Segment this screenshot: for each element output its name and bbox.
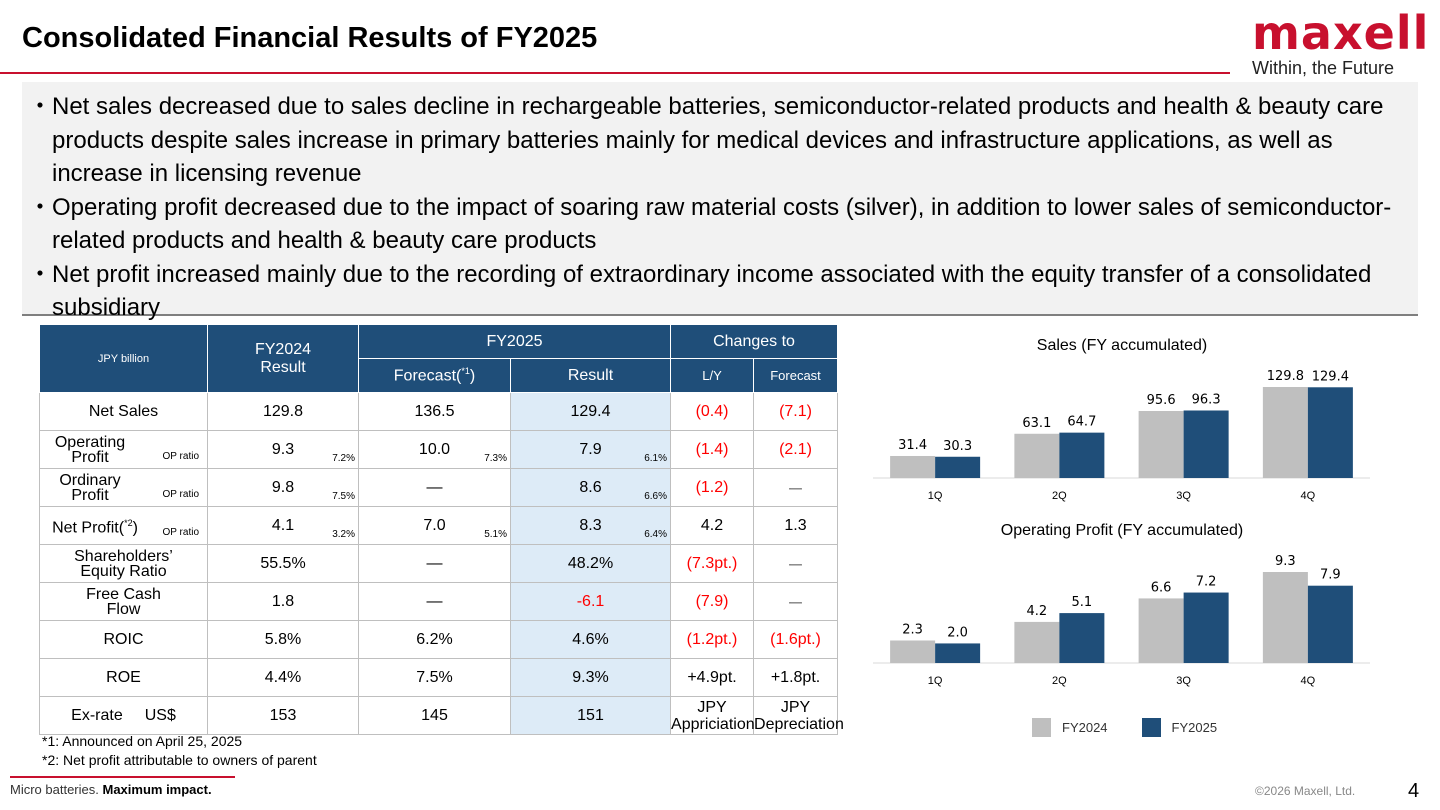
maxell-logo: maxell Within, the Future	[1252, 10, 1432, 80]
logo-wordmark: maxell	[1252, 6, 1430, 60]
data-label: 7.9	[1320, 568, 1341, 583]
table-row-ordinary-profit: Ordinary Profit OP ratio 9.8 7.5% — 8.6 6.6%…	[39, 468, 839, 507]
data-label: 30.3	[943, 439, 972, 454]
footer-tagline: Micro batteries. Maximum impact.	[10, 782, 212, 797]
table-row-equity-ratio: Shareholders’ Equity Ratio 55.5% — 48.2% …	[39, 544, 839, 583]
table-row-roic: ROIC 5.8% 6.2% 4.6% (1.2pt.) (1.6pt.)	[39, 620, 839, 659]
bar-fy2025-2q	[1059, 432, 1105, 478]
bar-fy2025-3q	[1183, 592, 1229, 663]
footnotes: *1: Announced on April 25, 2025 *2: Net …	[42, 732, 317, 770]
legend-item-fy2024: FY2024	[1032, 718, 1108, 737]
x-tick-label: 4Q	[1301, 490, 1316, 502]
logo-tagline: Within, the Future	[1252, 58, 1395, 78]
title-divider	[0, 72, 1230, 74]
fy2025-header: FY2025	[357, 324, 672, 359]
ly-header: L/Y	[670, 358, 755, 393]
legend-swatch	[1032, 718, 1051, 737]
footnote-1: *1: Announced on April 25, 2025	[42, 733, 243, 749]
bar-fy2024-4q	[1262, 572, 1308, 663]
chart-title: Operating Profit (FY accumulated)	[1001, 522, 1243, 539]
bar-fy2025-3q	[1183, 410, 1229, 478]
chart-legend: FY2024 FY2025	[1032, 718, 1251, 737]
result-header: Result	[509, 358, 672, 393]
bar-fy2024-2q	[1014, 433, 1060, 478]
data-label: 63.1	[1022, 416, 1051, 431]
footer-divider	[10, 776, 235, 778]
x-tick-label: 2Q	[1052, 675, 1067, 687]
bar-fy2025-2q	[1059, 613, 1105, 663]
x-tick-label: 4Q	[1301, 675, 1316, 687]
data-label: 5.1	[1072, 595, 1093, 610]
legend-swatch	[1141, 718, 1161, 737]
copyright: ©2026 Maxell, Ltd.	[1255, 784, 1356, 798]
bar-fy2025-1q	[935, 456, 981, 478]
summary-bullet: ・ Net sales decreased due to sales declin…	[28, 93, 1384, 187]
forecast-header: Forecast(*1)	[358, 358, 511, 393]
table-row-ex-rate: Ex-rate US$ 153 145 151 JPY Appriciation J…	[39, 696, 844, 735]
data-label: 2.3	[902, 622, 923, 637]
summary-box: ・ Net sales decreased due to sales declin…	[22, 82, 1418, 321]
x-tick-label: 3Q	[1176, 675, 1191, 687]
x-tick-label: 1Q	[928, 490, 943, 502]
bar-fy2024-3q	[1138, 598, 1184, 663]
x-tick-label: 3Q	[1176, 490, 1191, 502]
bar-fy2024-1q	[890, 640, 936, 663]
changes-header: Changes to	[670, 324, 839, 359]
chart-title: Sales (FY accumulated)	[1037, 337, 1207, 354]
data-label: 6.6	[1151, 580, 1172, 595]
data-label: 95.6	[1147, 393, 1176, 408]
table-row-roe: ROE 4.4% 7.5% 9.3% +4.9pt. +1.8pt.	[39, 658, 839, 697]
table-row-net-profit: Net Profit(*2) OP ratio 4.1 3.2% 7.0 5.1% 8…	[39, 506, 839, 545]
page-number: 4	[1408, 780, 1420, 802]
data-label: 64.7	[1067, 415, 1096, 430]
summary-bullet: ・ Net profit increased mainly due to the …	[28, 260, 1372, 322]
table-row-free-cash-flow: Free Cash Flow 1.8 — -6.1 (7.9) ー	[39, 582, 839, 621]
data-label: 7.2	[1196, 575, 1217, 590]
legend-item-fy2025: FY2025	[1141, 718, 1217, 737]
financial-results-table: JPY billion FY2024 Result FY2025 Changes …	[39, 324, 844, 735]
bar-fy2024-1q	[890, 455, 936, 478]
bar-fy2024-3q	[1138, 410, 1184, 478]
page-title: Consolidated Financial Results of FY2025	[22, 22, 598, 54]
summary-bullet: ・ Operating profit decreased due to the i…	[28, 193, 1392, 255]
bar-fy2024-2q	[1014, 621, 1060, 663]
vs-forecast-header: Forecast	[753, 358, 839, 393]
fy2024-header: FY2024 Result	[207, 324, 359, 393]
bar-fy2025-4q	[1307, 387, 1353, 478]
unit-header: JPY billion	[39, 324, 208, 393]
sales-chart: Sales (FY accumulated) 31.4 30.3 1Q 63.1 64.7…	[873, 337, 1370, 502]
table-row-net-sales: Net Sales 129.8 136.5 129.4 (0.4) (7.1)	[39, 392, 839, 431]
x-tick-label: 2Q	[1052, 490, 1067, 502]
bar-fy2024-4q	[1262, 387, 1308, 478]
bar-fy2025-4q	[1307, 585, 1353, 663]
data-label: 96.3	[1192, 392, 1221, 407]
data-label: 31.4	[898, 438, 927, 453]
x-tick-label: 1Q	[928, 675, 943, 687]
bar-fy2025-1q	[935, 643, 981, 663]
data-label: 9.3	[1275, 554, 1296, 569]
data-label: 2.0	[947, 625, 968, 640]
data-label: 129.8	[1267, 369, 1304, 384]
operating-profit-chart: Operating Profit (FY accumulated) 2.3 2.0 1…	[873, 522, 1370, 687]
data-label: 4.2	[1027, 604, 1048, 619]
footnote-2: *2: Net profit attributable to owners of…	[42, 752, 317, 768]
data-label: 129.4	[1312, 369, 1349, 384]
table-row-operating-profit: Operating Profit OP ratio 9.3 7.2% 10.0 7.3%…	[39, 430, 839, 469]
